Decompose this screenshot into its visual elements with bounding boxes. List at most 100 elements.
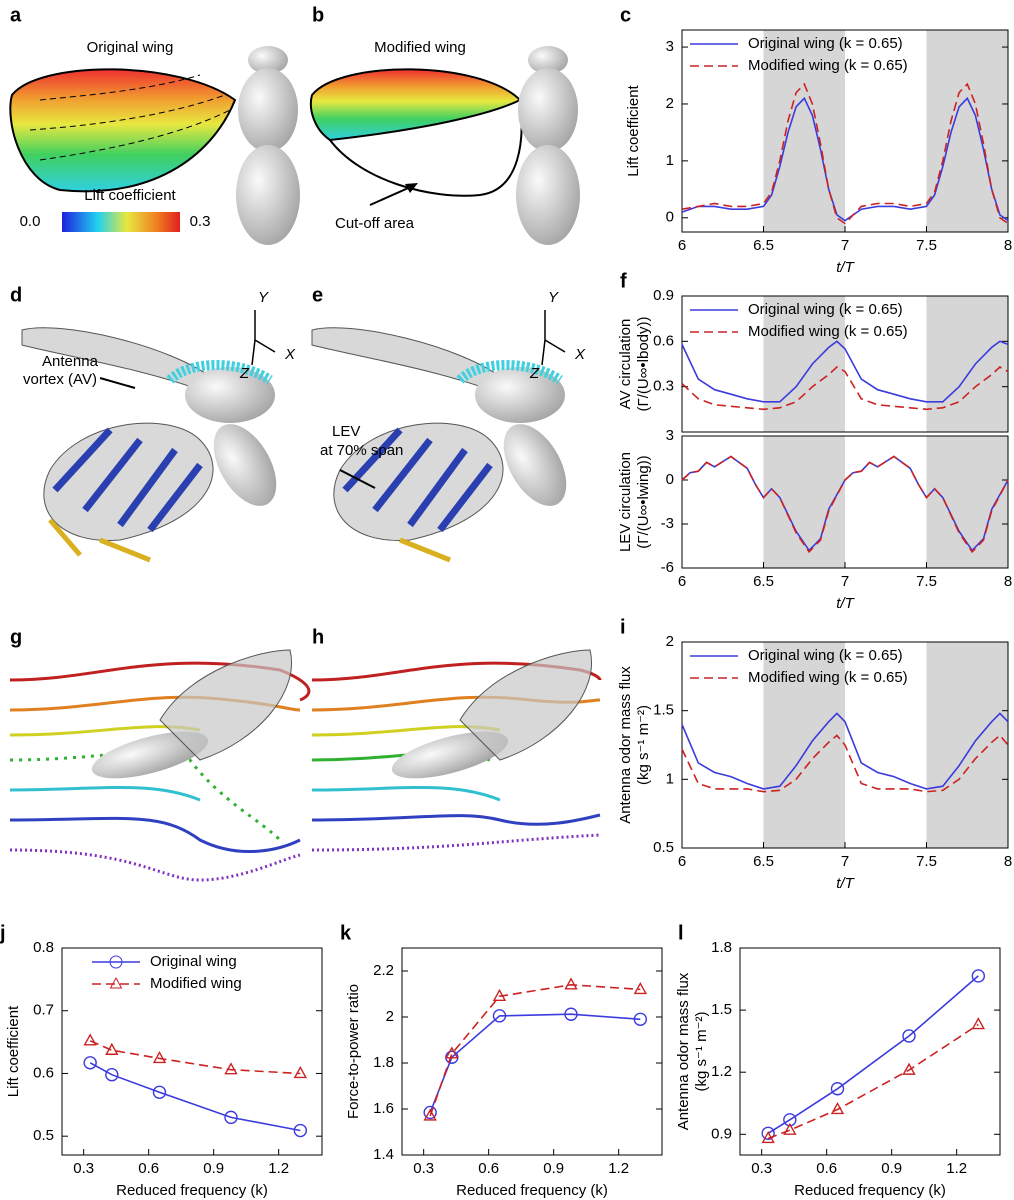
bee-body [391,731,509,779]
series-line [681,340,1009,403]
series-line [681,712,1009,790]
y-tick-label: 1.5 [711,1001,732,1018]
x-tick-label: 0.6 [478,1160,499,1177]
x-tick-label: 7 [841,853,849,870]
plot-frame [681,295,1009,433]
axes-triad [541,310,566,366]
y-axis-label: (kg s⁻¹ m⁻²) [635,705,652,785]
x-axis-label: Reduced frequency (k) [456,1182,608,1199]
vortex [52,427,203,533]
streamline [311,661,602,682]
y-tick-label: 0.5 [653,839,674,856]
y-tick-label: 1 [666,152,674,169]
axis-name: Y [548,289,559,306]
y-tick-label: 1.8 [373,1054,394,1071]
colorbar-label: Lift coefficient [84,187,176,204]
vortex [342,427,493,533]
marker [492,988,507,1001]
streamline [9,661,311,702]
marker [224,1062,238,1075]
y-tick-label: 0.9 [653,287,674,304]
y-axis-label: Force-to-power ratio [345,984,362,1119]
plot-frame [401,947,663,1156]
bee-thorax [238,68,298,152]
legend-marker [109,955,123,969]
marker [293,1065,308,1079]
legend-marker [109,976,123,989]
bee-abdomen [236,145,300,245]
y-axis-label: AV circulation [617,319,634,410]
annotation: at 70% span [320,442,403,459]
marker [83,1033,97,1046]
streamline [311,786,501,802]
bee-head [248,46,288,74]
x-tick-label: 0.9 [543,1160,564,1177]
x-axis-label: t/T [836,875,855,892]
shaded-span [763,436,845,568]
bee-thorax [475,367,565,423]
x-tick-label: 7 [841,237,849,254]
y-tick-label: 1.5 [653,702,674,719]
marker [564,1007,578,1021]
panel-label: k [340,922,352,944]
colorbar-max: 0.3 [190,213,211,230]
plot-frame [681,435,1009,569]
y-tick-label: 2 [386,1008,394,1025]
panel-label: h [312,626,324,648]
wing [159,649,292,761]
y-tick-label: 1.2 [711,1063,732,1080]
series-line [681,82,1009,225]
colorbar-min: 0.0 [20,213,41,230]
series-line [681,366,1009,411]
x-tick-label: 6.5 [753,237,774,254]
marker [830,1082,845,1096]
y-tick-label: 2 [666,633,674,650]
axes-triad [251,310,276,366]
marker [971,969,986,983]
x-axis-label: t/T [836,595,855,612]
marker [224,1110,238,1125]
x-tick-label: 8 [1004,573,1012,590]
y-tick-label: -3 [661,515,674,532]
x-tick-label: 6 [678,237,686,254]
series-line [767,1023,979,1140]
panel-label: j [0,922,6,944]
wing-title: Original wing [87,39,174,56]
panel-d: d Antenna vortex (AV) X Y Z [10,284,296,563]
x-axis-label: t/T [836,259,855,276]
y-axis-label: (Γ/(U∞•lwing)) [635,455,652,548]
panel-label: c [620,4,631,26]
shaded-span [763,642,845,848]
x-tick-label: 7 [841,573,849,590]
y-tick-label: 3 [666,427,674,444]
vortex [399,537,451,563]
marker [152,1085,167,1099]
y-axis-label: Lift coefficient [625,84,642,176]
x-tick-label: 0.3 [73,1160,94,1177]
axis-name: Z [529,365,540,382]
series-line [681,734,1009,793]
panel-g: g [9,626,311,882]
marker [445,1050,459,1064]
y-tick-label: 3 [666,38,674,55]
marker [902,1062,916,1075]
legend-label: Modified wing (k = 0.65) [748,57,908,74]
series-line [767,975,979,1134]
x-tick-label: 0.9 [881,1160,902,1177]
y-tick-label: 0.6 [33,1064,54,1081]
annotation: Cut-off area [335,215,415,232]
shaded-span [926,296,1008,432]
panel-label: a [10,4,22,26]
marker [902,1029,916,1043]
panel-e: e LEV at 70% span X Y Z [311,284,586,563]
plot-frame [739,947,1001,1156]
panel-label: d [10,284,22,306]
colorbar [62,212,180,232]
contour [29,74,231,161]
annotation: LEV [332,423,360,440]
wing [459,649,592,761]
series-line [89,1062,301,1132]
marker [830,1102,845,1115]
series-line [681,96,1009,222]
